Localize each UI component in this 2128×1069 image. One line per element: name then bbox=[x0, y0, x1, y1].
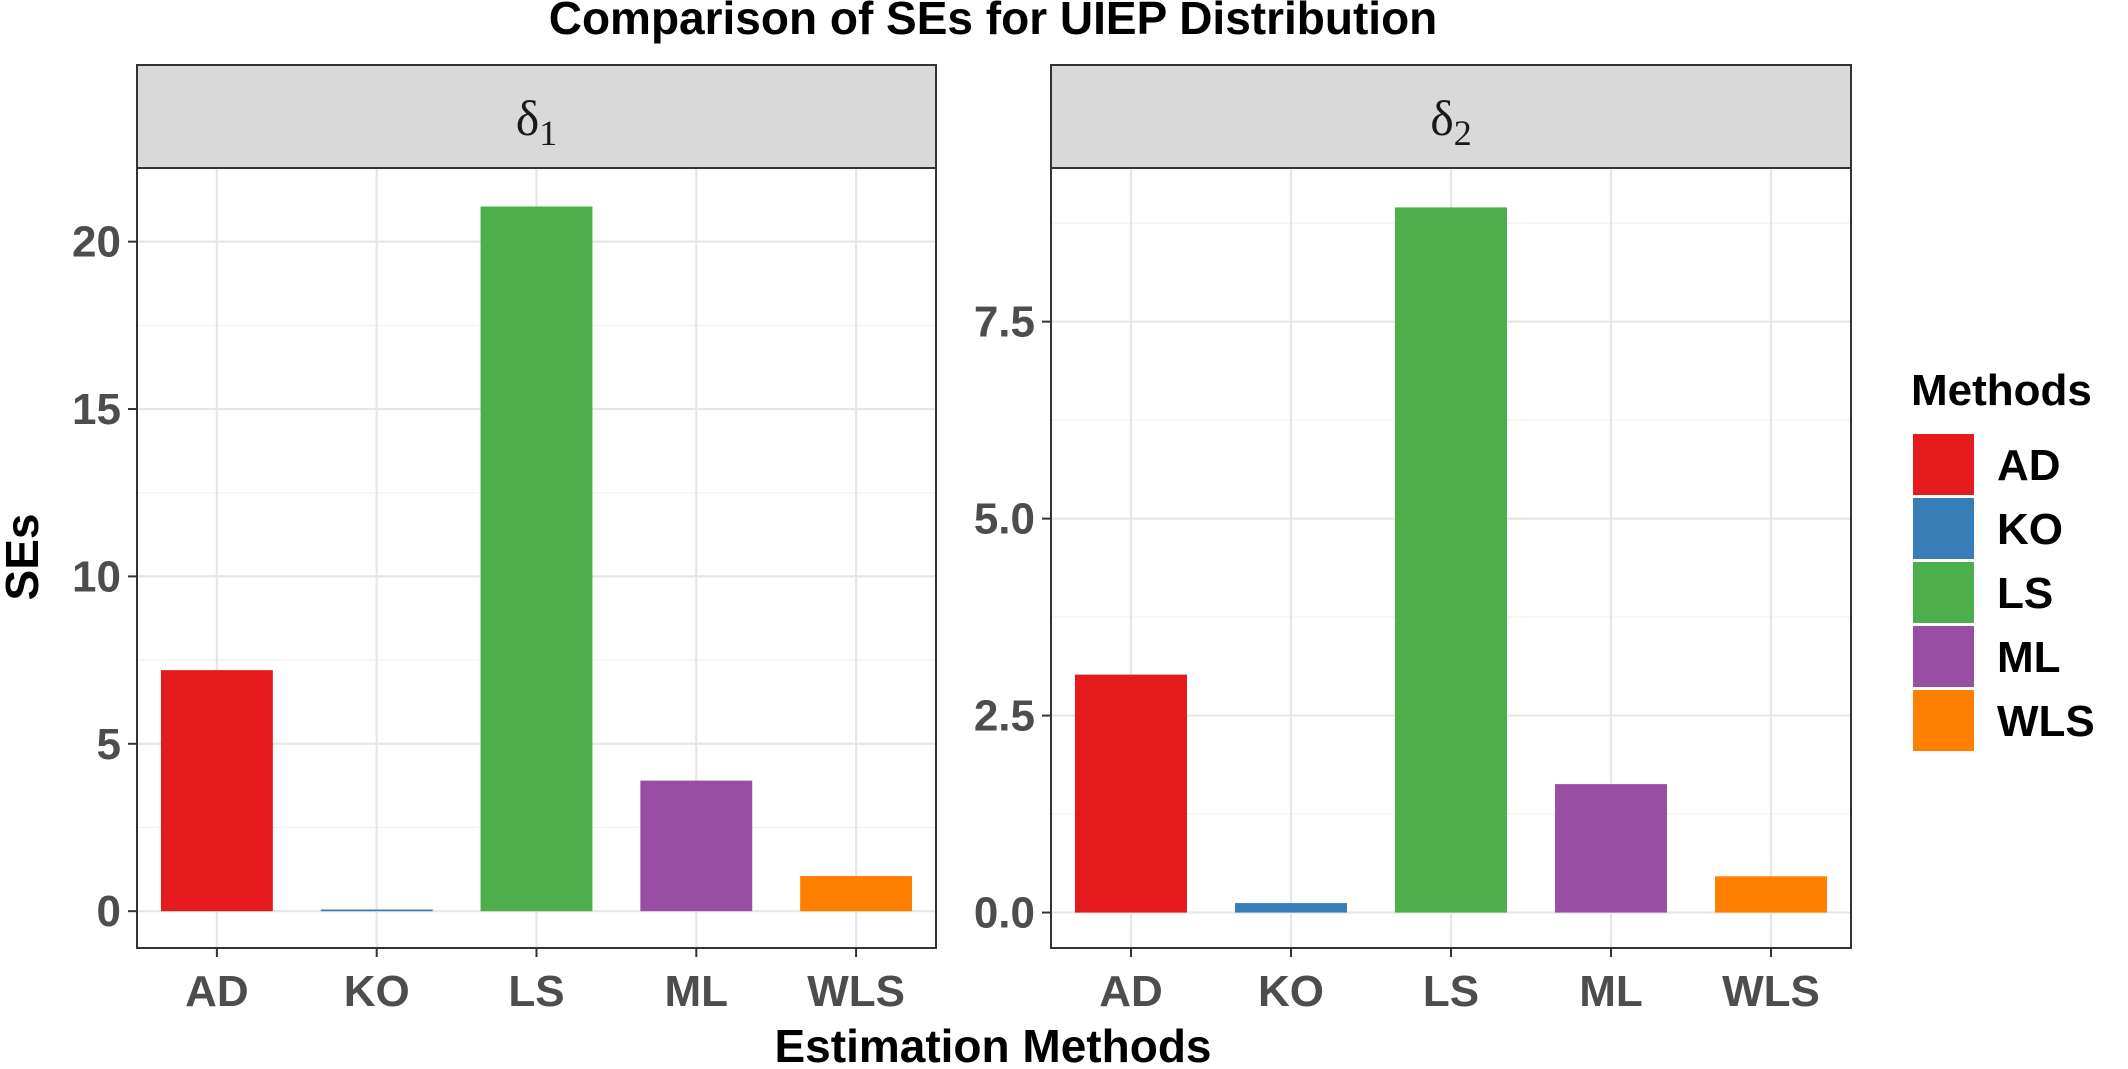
chart-title: Comparison of SEs for UIEP Distribution bbox=[549, 0, 1438, 44]
facet-strip bbox=[1050, 64, 1852, 169]
x-tick-label: AD bbox=[185, 967, 249, 1016]
facet-panel-1: δ1 0 5 10 15 20 AD KO LS ML WLS bbox=[72, 64, 937, 1016]
legend-label-ko: KO bbox=[1997, 505, 2063, 554]
bar-ko bbox=[1235, 903, 1347, 913]
legend-label-ls: LS bbox=[1997, 569, 2053, 618]
bar-ad bbox=[1075, 674, 1187, 913]
bar-ml bbox=[640, 780, 753, 912]
bar-ls bbox=[480, 206, 593, 912]
facet-panel-2: δ2 0.0 2.5 5.0 7.5 AD KO LS ML WLS bbox=[974, 64, 1852, 1016]
facet-strip bbox=[136, 64, 937, 169]
y-tick-label: 0.0 bbox=[974, 889, 1035, 938]
y-tick-label: 15 bbox=[72, 385, 121, 434]
legend-items: AD KO LS ML WLS bbox=[1913, 434, 2095, 751]
x-tick-label: ML bbox=[1579, 967, 1643, 1016]
legend-title: Methods bbox=[1911, 366, 2092, 415]
legend-swatch-ko bbox=[1913, 498, 1974, 559]
bar-ko bbox=[320, 909, 433, 912]
facet-strip-label: δ2 bbox=[1430, 90, 1472, 153]
y-tick-label: 5.0 bbox=[974, 495, 1035, 544]
x-tick-label: KO bbox=[1258, 967, 1324, 1016]
legend-label-wls: WLS bbox=[1997, 697, 2095, 746]
y-tick-label: 10 bbox=[72, 552, 121, 601]
y-tick-label: 20 bbox=[72, 218, 121, 267]
legend-label-ml: ML bbox=[1997, 633, 2061, 682]
y-tick-label: 0 bbox=[97, 887, 121, 936]
legend-swatch-wls bbox=[1913, 690, 1974, 751]
facet-panels: δ1 0 5 10 15 20 AD KO LS ML WLS δ2 0.0 2.5 5.0 7.5 AD KO L… bbox=[72, 64, 1852, 1016]
x-tick-label: KO bbox=[344, 967, 410, 1016]
legend-label-ad: AD bbox=[1997, 441, 2061, 490]
bar-ml bbox=[1555, 784, 1667, 913]
x-axis-title: Estimation Methods bbox=[774, 1020, 1211, 1069]
x-tick-label: WLS bbox=[1722, 967, 1820, 1016]
bar-wls bbox=[1715, 876, 1827, 913]
legend-swatch-ls bbox=[1913, 562, 1974, 623]
y-tick-label: 7.5 bbox=[974, 298, 1035, 347]
bar-ls bbox=[1395, 207, 1507, 913]
facet-strip-label: δ1 bbox=[516, 90, 558, 153]
x-tick-label: LS bbox=[1423, 967, 1479, 1016]
x-tick-label: LS bbox=[508, 967, 564, 1016]
y-tick-label: 2.5 bbox=[974, 692, 1035, 741]
y-axis-title: SEs bbox=[0, 514, 48, 601]
x-tick-label: AD bbox=[1099, 967, 1163, 1016]
legend-swatch-ad bbox=[1913, 434, 1974, 495]
legend: Methods AD KO LS ML WLS bbox=[1911, 366, 2095, 751]
bar-ad bbox=[160, 670, 273, 912]
bar-wls bbox=[800, 876, 913, 912]
x-tick-label: WLS bbox=[807, 967, 905, 1016]
legend-swatch-ml bbox=[1913, 626, 1974, 687]
x-tick-label: ML bbox=[665, 967, 729, 1016]
y-tick-label: 5 bbox=[97, 720, 121, 769]
